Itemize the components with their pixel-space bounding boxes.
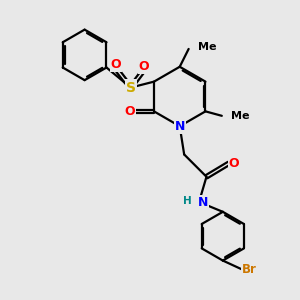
Text: H: H bbox=[183, 196, 192, 206]
Text: O: O bbox=[110, 58, 121, 71]
Text: Me: Me bbox=[231, 111, 250, 121]
Text: O: O bbox=[139, 60, 149, 73]
Text: N: N bbox=[197, 196, 208, 208]
Text: O: O bbox=[229, 157, 239, 170]
Text: S: S bbox=[126, 81, 136, 94]
Text: Me: Me bbox=[198, 42, 217, 52]
Text: N: N bbox=[175, 120, 185, 133]
Text: O: O bbox=[124, 105, 135, 118]
Text: Br: Br bbox=[242, 263, 257, 276]
